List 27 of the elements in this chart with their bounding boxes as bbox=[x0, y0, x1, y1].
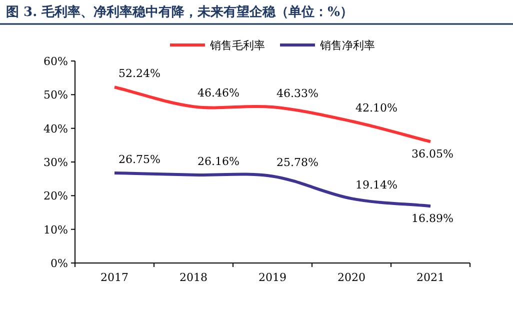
y-tick-label: 20% bbox=[44, 190, 68, 203]
y-tick-label: 60% bbox=[44, 55, 68, 68]
data-label: 19.14% bbox=[356, 178, 398, 192]
x-tick-label: 2020 bbox=[338, 271, 366, 284]
line-series bbox=[113, 171, 432, 208]
y-tick-label: 50% bbox=[44, 88, 68, 102]
y-tick-label: 10% bbox=[44, 223, 68, 236]
y-tick-label: 30% bbox=[44, 156, 68, 169]
legend-label: 销售毛利率 bbox=[209, 39, 265, 52]
chart-title: 图 3. 毛利率、净利率稳中有降，未来有望企稳（单位：%） bbox=[6, 4, 353, 20]
y-tick-label: 0% bbox=[50, 257, 68, 270]
data-label: 46.46% bbox=[198, 86, 240, 100]
data-label: 25.78% bbox=[276, 156, 318, 170]
x-tick-label: 2019 bbox=[258, 271, 286, 284]
data-label: 52.24% bbox=[118, 67, 160, 80]
x-tick-label: 2021 bbox=[416, 271, 444, 284]
data-label: 46.33% bbox=[276, 87, 318, 100]
x-tick-label: 2018 bbox=[180, 271, 208, 284]
legend-label: 销售净利率 bbox=[319, 39, 375, 52]
x-tick-label: 2017 bbox=[100, 271, 128, 284]
data-label: 26.16% bbox=[198, 154, 240, 168]
data-label: 42.10% bbox=[356, 101, 398, 114]
y-tick-label: 40% bbox=[44, 122, 68, 136]
line-series bbox=[113, 86, 432, 144]
data-label: 36.05% bbox=[412, 148, 454, 161]
data-label: 26.75% bbox=[118, 152, 160, 166]
data-label: 16.89% bbox=[412, 212, 454, 226]
